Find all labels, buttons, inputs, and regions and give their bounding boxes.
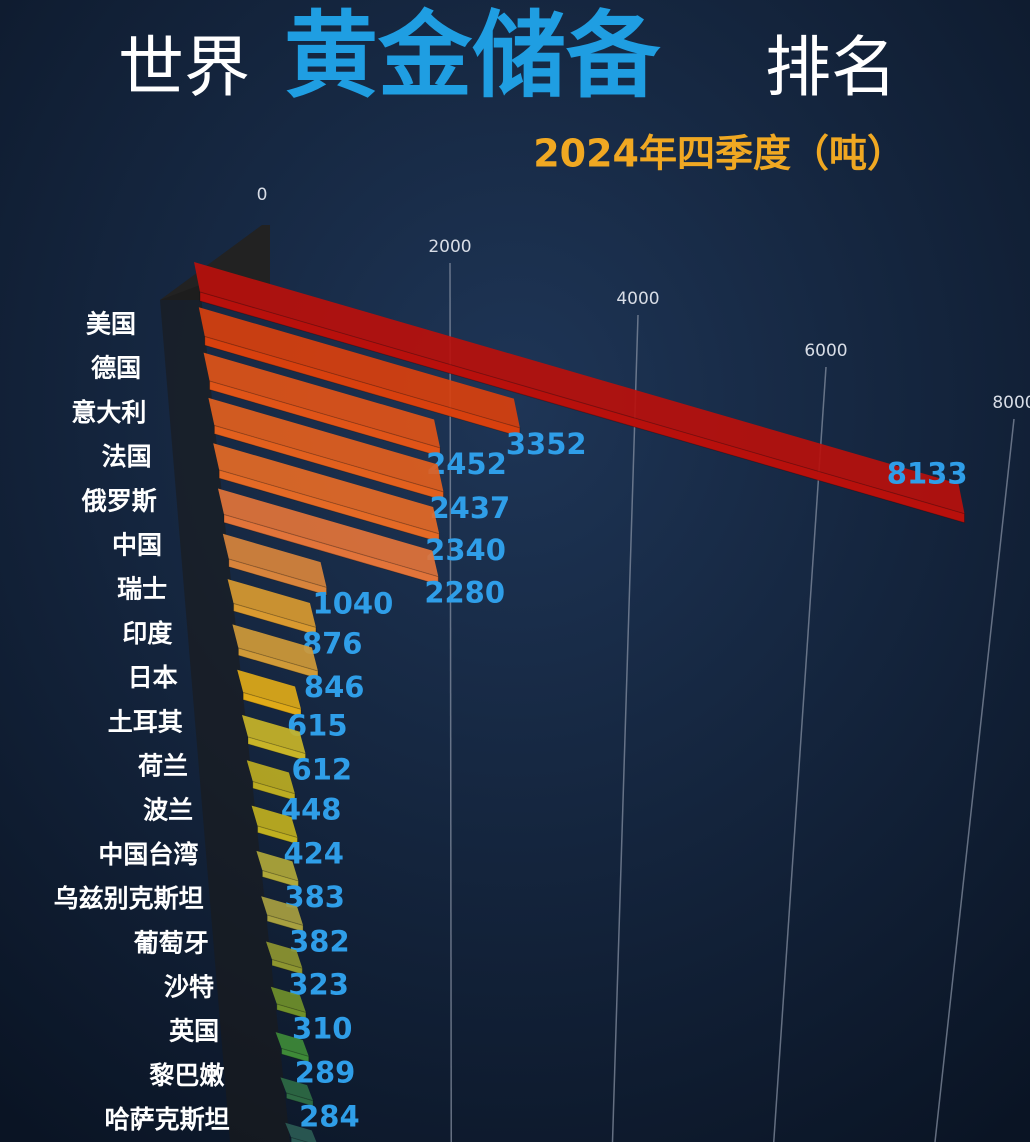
category-label: 英国 <box>169 1017 219 1046</box>
bar <box>285 1092 314 1107</box>
bar-top <box>261 896 304 926</box>
flag-wall <box>160 285 290 1142</box>
bar <box>247 736 307 762</box>
bar-top <box>203 352 441 448</box>
bar-top <box>266 941 303 969</box>
bar <box>199 291 966 524</box>
category-label: 俄罗斯 <box>81 486 157 515</box>
title-part: 排名 <box>765 29 897 106</box>
value-label: 284 <box>299 1100 360 1134</box>
bar-top <box>246 760 295 794</box>
category-label: 沙特 <box>164 973 214 1002</box>
title-highlight: 黄金储备 <box>284 2 661 111</box>
category-label: 波兰 <box>143 796 193 825</box>
grid-line <box>773 366 827 1142</box>
bar-top <box>251 805 298 838</box>
bar <box>266 914 304 933</box>
bar <box>271 958 303 975</box>
category-label: 荷兰 <box>138 752 188 781</box>
category-label: 意大利 <box>71 398 146 427</box>
value-label: 2280 <box>424 576 505 610</box>
category-label: 法国 <box>102 442 152 471</box>
bar <box>233 602 317 636</box>
x-tick-label: 2000 <box>428 237 471 257</box>
bar <box>209 380 441 458</box>
subtitle: 2024年四季度（吨） <box>533 132 905 176</box>
bar <box>218 469 440 543</box>
category-label: 黎巴嫩 <box>149 1061 225 1090</box>
bar-top <box>237 669 302 710</box>
bar-top <box>270 986 306 1013</box>
bar-top <box>208 397 444 492</box>
bar-top <box>213 443 440 534</box>
category-label: 哈萨克斯坦 <box>105 1105 230 1134</box>
value-label: 2437 <box>429 491 510 525</box>
category-label: 中国台湾 <box>98 840 198 869</box>
bar <box>242 691 302 718</box>
category-label: 土耳其 <box>108 707 183 736</box>
bar-top <box>242 715 306 754</box>
category-label: 乌兹别克斯坦 <box>54 884 204 913</box>
bar-top <box>285 1122 317 1142</box>
category-label: 美国 <box>86 310 136 339</box>
value-label: 846 <box>304 670 365 704</box>
bar-top <box>227 579 316 628</box>
value-label: 8133 <box>887 457 968 491</box>
category-label: 德国 <box>91 354 141 383</box>
bar <box>237 647 319 680</box>
grid-line <box>611 314 639 1142</box>
bar <box>228 558 328 596</box>
category-label: 日本 <box>128 663 178 692</box>
value-label: 2340 <box>425 533 506 567</box>
bar-top <box>222 533 327 588</box>
value-label: 1040 <box>313 586 394 620</box>
category-label: 葡萄牙 <box>133 928 209 957</box>
bar <box>276 1003 307 1019</box>
bar <box>213 424 444 501</box>
bar <box>281 1047 310 1063</box>
bar-top <box>232 624 318 672</box>
value-label: 424 <box>283 837 344 871</box>
category-label: 印度 <box>122 619 172 648</box>
category-label: 瑞士 <box>117 575 167 604</box>
title-part: 世界 <box>118 29 250 106</box>
bar-top <box>198 307 520 428</box>
x-tick-label: 0 <box>257 185 268 205</box>
bar <box>223 513 439 586</box>
value-label: 3352 <box>506 427 587 461</box>
bar <box>261 869 299 889</box>
value-label: 612 <box>292 753 353 787</box>
value-label: 382 <box>289 924 350 958</box>
bar <box>257 825 298 845</box>
bar-top <box>280 1077 314 1101</box>
x-tick-label: 6000 <box>804 341 847 361</box>
value-label: 289 <box>295 1055 356 1089</box>
bar-top <box>275 1032 309 1057</box>
bar <box>204 335 521 438</box>
bar <box>290 1136 309 1142</box>
bar-top <box>256 850 299 881</box>
x-tick-label: 8000 <box>992 393 1030 413</box>
bar <box>252 780 296 802</box>
bar-top <box>194 262 965 514</box>
bar-top <box>218 488 439 577</box>
x-tick-label: 4000 <box>616 289 659 309</box>
category-label: 中国 <box>112 531 162 560</box>
grid-line <box>934 418 1015 1142</box>
